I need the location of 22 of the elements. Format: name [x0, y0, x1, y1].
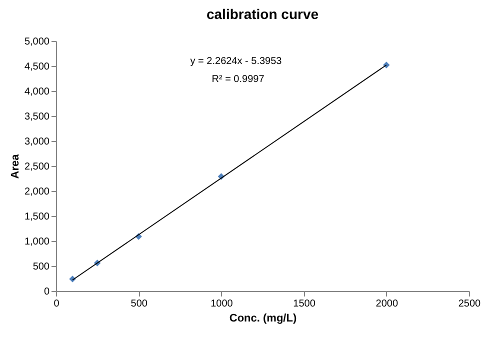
x-tick-label: 2500	[458, 298, 482, 310]
y-tick-label: 3,500	[24, 112, 50, 122]
y-tick-label: 1,000	[24, 236, 50, 248]
y-tick-label: 500	[32, 262, 50, 272]
x-axis-title: Conc. (mg/L)	[229, 312, 297, 324]
y-tick-label: 4,500	[24, 62, 50, 72]
x-tick-label: 1000	[210, 298, 234, 310]
x-tick-label: 1500	[293, 298, 316, 310]
chart-title: calibration curve	[206, 6, 319, 22]
y-axis-title: Area	[9, 153, 22, 179]
annotation: y = 2.2624x - 5.3953	[190, 56, 282, 67]
y-tick-label: 2,000	[24, 186, 50, 198]
y-tick-label: 1,500	[24, 212, 50, 222]
x-tick-label: 2000	[376, 298, 398, 310]
annotation: R² = 0.9997	[212, 74, 265, 85]
y-tick-label: 4,000	[24, 86, 50, 98]
y-tick-label: 2,500	[24, 162, 50, 172]
x-tick-label: 0	[54, 298, 60, 310]
x-tick-label: 500	[130, 298, 148, 310]
y-tick-label: 0	[44, 286, 50, 298]
y-tick-label: 5,000	[24, 36, 50, 48]
y-tick-label: 3,000	[24, 136, 50, 148]
